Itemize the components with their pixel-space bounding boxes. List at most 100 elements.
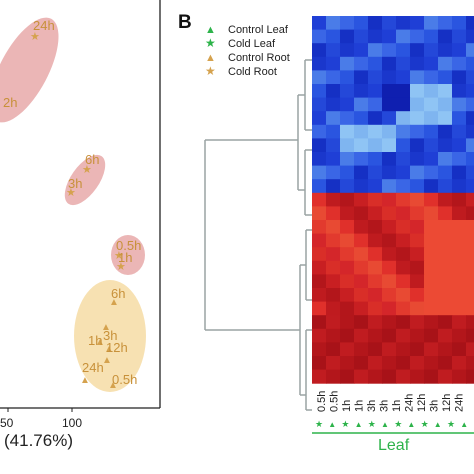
heatmap-cell (410, 206, 425, 221)
heatmap-cell (452, 315, 467, 330)
heatmap-cell (326, 247, 341, 262)
heatmap-cell (368, 179, 383, 194)
heatmap-cell (354, 274, 369, 289)
heatmap-cell (396, 220, 411, 235)
heatmap-cell (396, 111, 411, 126)
heatmap-cell (368, 192, 383, 207)
star-marker: ★ (116, 261, 126, 273)
heatmap-cell (368, 369, 383, 384)
heatmap-cell (326, 111, 341, 126)
heatmap-cell (424, 328, 439, 343)
heatmap-cell (452, 124, 467, 139)
heatmap-cell (396, 356, 411, 371)
heatmap-cell (326, 179, 341, 194)
heatmap-cell (354, 369, 369, 384)
triangle-marker: ▲ (101, 322, 111, 333)
triangle-marker: ▲ (328, 420, 336, 429)
star-marker: ★ (30, 31, 40, 43)
heatmap-cell (410, 369, 425, 384)
legend-label: Cold Leaf (228, 38, 276, 50)
star-marker: ★ (114, 250, 124, 262)
legend: ▲ Control Leaf ★ Cold Leaf ▲ Control Roo… (205, 24, 290, 78)
heatmap-cell (354, 260, 369, 275)
heatmap-cell (382, 220, 397, 235)
heatmap-cell (368, 111, 383, 126)
pca-x-tick-label: 100 (62, 416, 82, 430)
heatmap-cell (354, 179, 369, 194)
panel-label: B (178, 12, 192, 33)
heatmap-cell (368, 43, 383, 58)
triangle-marker: ▲ (434, 420, 442, 429)
dendrogram-branch (304, 59, 312, 131)
heatmap-cell (368, 274, 383, 289)
heatmap-grid (312, 16, 474, 384)
heatmap-cell (410, 192, 425, 207)
heatmap-cell (312, 138, 327, 153)
heatmap-cell (424, 16, 439, 31)
heatmap-cell (340, 369, 355, 384)
heatmap-cell (382, 192, 397, 207)
heatmap-cell (312, 220, 327, 235)
heatmap-cell (466, 356, 474, 371)
heatmap-cell (368, 301, 383, 316)
heatmap-cell (382, 179, 397, 194)
heatmap-cell (396, 70, 411, 85)
heatmap-cell (382, 152, 397, 167)
pca-x-tick-label: 50 (0, 416, 14, 430)
heatmap-cell (396, 56, 411, 71)
heatmap-cell (396, 247, 411, 262)
heatmap-cell (340, 247, 355, 262)
heatmap-cell (312, 260, 327, 275)
star-marker: ★ (82, 164, 92, 176)
heatmap-cell (438, 328, 453, 343)
heatmap-cell (396, 97, 411, 112)
heatmap-cell (466, 328, 474, 343)
heatmap-cell (340, 233, 355, 248)
heatmap-cell (438, 260, 453, 275)
heatmap-cell (466, 192, 474, 207)
triangle-marker: ▲ (102, 355, 112, 366)
heatmap-cell (396, 16, 411, 31)
heatmap-cell (410, 315, 425, 330)
heatmap-cell (326, 288, 341, 303)
triangle-marker: ▲ (407, 420, 415, 429)
star-marker: ★ (447, 419, 455, 429)
heatmap-cell (410, 233, 425, 248)
heatmap-cell (410, 342, 425, 357)
heatmap-cell (354, 165, 369, 180)
heatmap-cell (396, 43, 411, 58)
heatmap-cell (424, 29, 439, 44)
heatmap-cell (340, 192, 355, 207)
heatmap-cell (382, 70, 397, 85)
heatmap-cell (326, 301, 341, 316)
point-label: 1h (118, 250, 132, 265)
heatmap-cell (340, 43, 355, 58)
column-label: 1h (391, 400, 403, 412)
heatmap-cell (396, 274, 411, 289)
heatmap-cell (438, 165, 453, 180)
heatmap-cell (424, 369, 439, 384)
heatmap-cell (410, 328, 425, 343)
heatmap-cell (312, 70, 327, 85)
heatmap-cell (424, 260, 439, 275)
heatmap-cell (354, 97, 369, 112)
heatmap-cell (452, 206, 467, 221)
heatmap-cell (312, 342, 327, 357)
heatmap-cell (326, 192, 341, 207)
heatmap-cell (368, 84, 383, 99)
heatmap-cell (438, 192, 453, 207)
legend-triangle-icon: ▲ (205, 24, 216, 36)
heatmap-cell (354, 43, 369, 58)
heatmap-cell (340, 111, 355, 126)
heatmap-cell (340, 152, 355, 167)
heatmap-cell (340, 56, 355, 71)
heatmap-cell (452, 342, 467, 357)
heatmap-cell (354, 247, 369, 262)
heatmap-cell (396, 138, 411, 153)
heatmap-cell (354, 288, 369, 303)
heatmap-cell (354, 16, 369, 31)
heatmap-cell (452, 97, 467, 112)
heatmap-cell (452, 274, 467, 289)
heatmap-cell (368, 165, 383, 180)
point-label: 6h (85, 152, 99, 167)
